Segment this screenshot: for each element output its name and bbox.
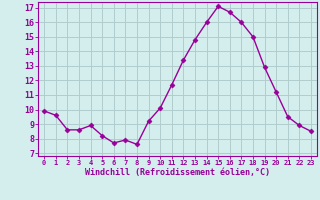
X-axis label: Windchill (Refroidissement éolien,°C): Windchill (Refroidissement éolien,°C) bbox=[85, 168, 270, 177]
